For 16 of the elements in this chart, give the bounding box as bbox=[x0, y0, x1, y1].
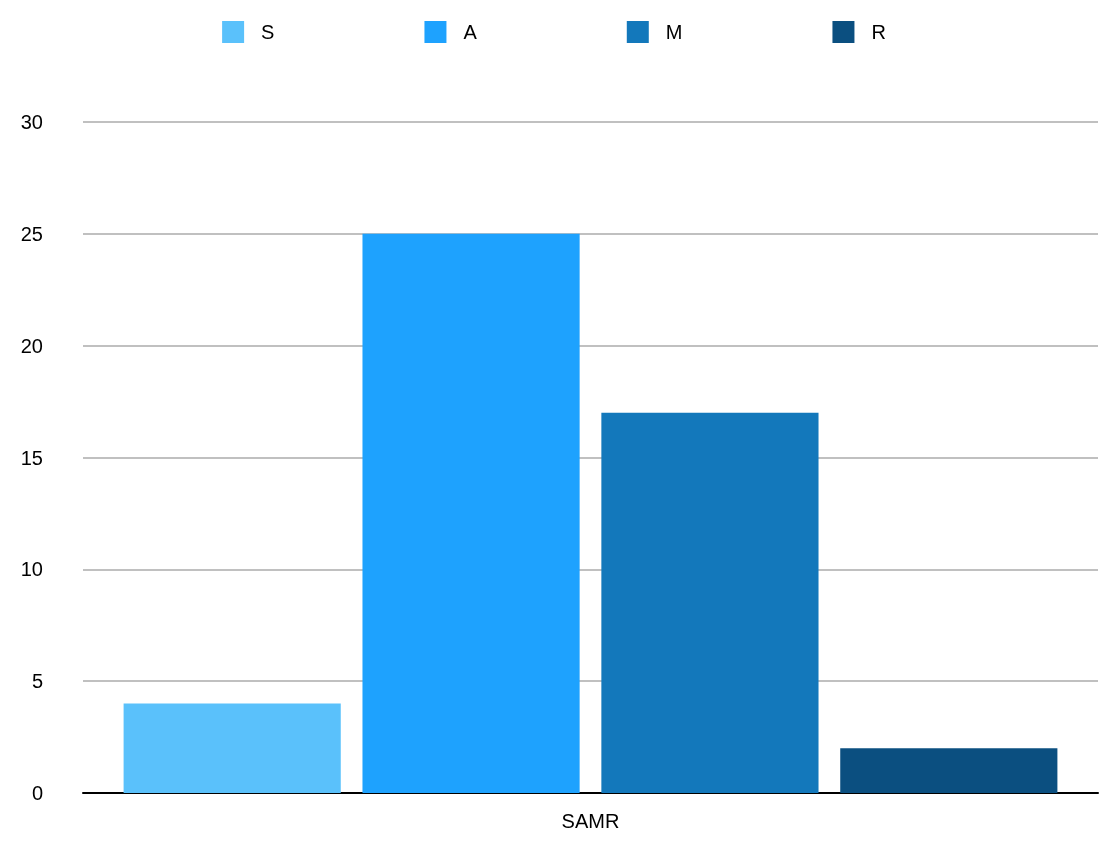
bar bbox=[601, 412, 819, 793]
y-tick-label: 5 bbox=[31, 670, 43, 693]
bar bbox=[123, 703, 341, 793]
legend-label: M bbox=[665, 21, 683, 43]
y-tick-label: 20 bbox=[20, 334, 43, 357]
bar bbox=[362, 233, 580, 793]
y-tick-label: 30 bbox=[20, 111, 43, 133]
legend-label: S bbox=[261, 21, 275, 43]
legend-label: R bbox=[871, 21, 886, 43]
y-tick-label: 0 bbox=[31, 782, 43, 804]
x-tick-label: SAMR bbox=[561, 810, 620, 832]
y-tick-label: 10 bbox=[20, 558, 43, 581]
bar bbox=[840, 748, 1058, 793]
legend-label: A bbox=[463, 21, 478, 43]
y-tick-label: 15 bbox=[20, 446, 43, 469]
y-tick-label: 25 bbox=[20, 222, 43, 245]
